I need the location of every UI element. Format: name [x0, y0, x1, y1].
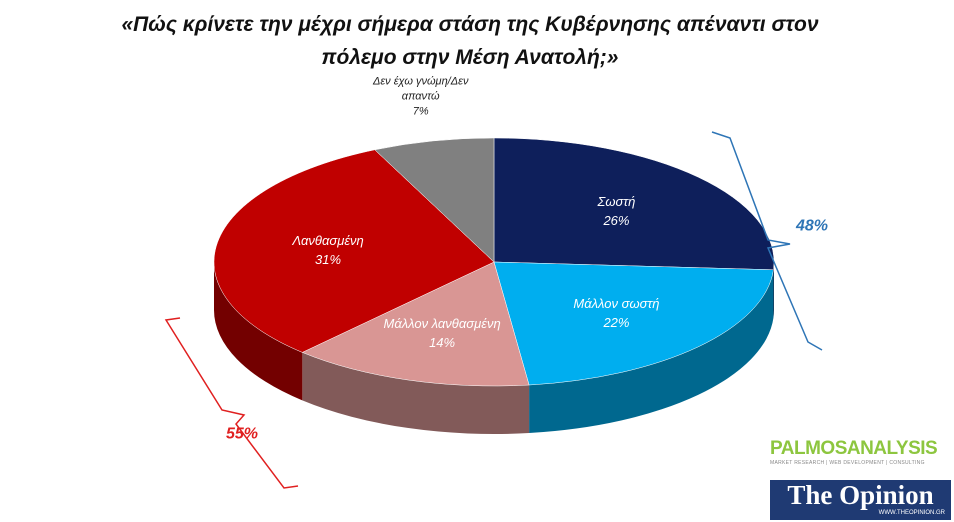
slice-side	[214, 262, 303, 401]
logo: PALMOSANALYSIS MARKET RESEARCH | WEB DEV…	[770, 438, 952, 466]
slice-side	[529, 269, 774, 434]
slice-side	[302, 352, 530, 434]
logo-url: WWW.THEOPINION.GR	[878, 510, 945, 516]
logo-tagline: MARKET RESEARCH | WEB DEVELOPMENT | CONS…	[770, 460, 925, 466]
annotation: 48%	[795, 217, 829, 235]
label-text: Λανθασμένη	[292, 233, 364, 249]
pie	[213, 137, 775, 434]
bracket	[711, 131, 823, 351]
label-text: Μάλλον λανθασμένη	[383, 315, 501, 331]
label-text: 7%	[412, 105, 429, 118]
logo: The Opinion WWW.THEOPINION.GR	[770, 480, 951, 520]
slice	[213, 149, 495, 353]
slice-side	[773, 262, 774, 318]
slice-label: Δεν έχω γνώμη/Δεν απαντώ 7%	[356, 74, 486, 119]
chart-title: «Πώς κρίνετε την μέχρι σήμερα στάση της …	[121, 13, 819, 69]
label-text: Σωστή	[597, 194, 636, 210]
slice	[493, 137, 775, 271]
label-text: 22%	[603, 314, 630, 330]
slice	[493, 261, 774, 386]
bracket	[164, 317, 299, 489]
logo-text: PALMOSANALYSIS	[770, 438, 938, 459]
slice-label: Λανθασμένη 31%	[253, 231, 403, 269]
logo-text: The Opinion	[787, 480, 934, 510]
slice-label: Σωστή 26%	[541, 192, 691, 230]
label-text: 31%	[315, 252, 342, 268]
slice	[301, 261, 530, 387]
slice	[374, 137, 495, 263]
label-text: 26%	[603, 213, 630, 229]
annotation: 55%	[225, 425, 259, 443]
label-text: 14%	[429, 334, 456, 350]
label-text: Μάλλον σωστή	[573, 295, 660, 311]
slice-label: Μάλλον σωστή 22%	[541, 294, 691, 332]
slice-label: Μάλλον λανθασμένη 14%	[367, 314, 517, 352]
label-text: Δεν έχω γνώμη/Δεν απαντώ	[372, 75, 469, 103]
